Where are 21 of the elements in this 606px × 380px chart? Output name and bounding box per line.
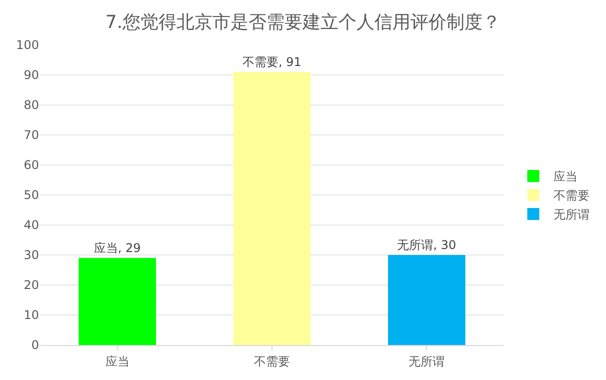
x-tick-label: 不需要 bbox=[254, 354, 290, 368]
legend-label: 无所谓 bbox=[553, 208, 590, 222]
y-tick-label: 90 bbox=[24, 68, 39, 82]
y-tick-label: 100 bbox=[16, 38, 39, 52]
y-tick-label: 60 bbox=[24, 158, 39, 172]
y-tick-label: 70 bbox=[24, 128, 39, 142]
y-tick-label: 80 bbox=[24, 98, 39, 112]
chart-title: 7.您觉得北京市是否需要建立个人信用评价制度？ bbox=[105, 12, 501, 33]
legend-label: 应当 bbox=[553, 170, 578, 184]
x-tick-label: 无所谓 bbox=[408, 354, 445, 368]
data-label: 无所谓, 30 bbox=[397, 238, 456, 252]
y-tick-label: 30 bbox=[24, 248, 39, 262]
y-tick-label: 50 bbox=[24, 188, 39, 202]
y-tick-label: 0 bbox=[31, 338, 39, 352]
legend-label: 不需要 bbox=[553, 188, 590, 203]
y-tick-label: 40 bbox=[24, 218, 39, 232]
y-tick-label: 20 bbox=[24, 278, 39, 292]
x-tick-label: 应当 bbox=[105, 354, 130, 368]
data-label: 应当, 29 bbox=[94, 241, 141, 255]
data-label: 不需要, 91 bbox=[242, 55, 302, 69]
y-tick-label: 10 bbox=[24, 308, 39, 322]
